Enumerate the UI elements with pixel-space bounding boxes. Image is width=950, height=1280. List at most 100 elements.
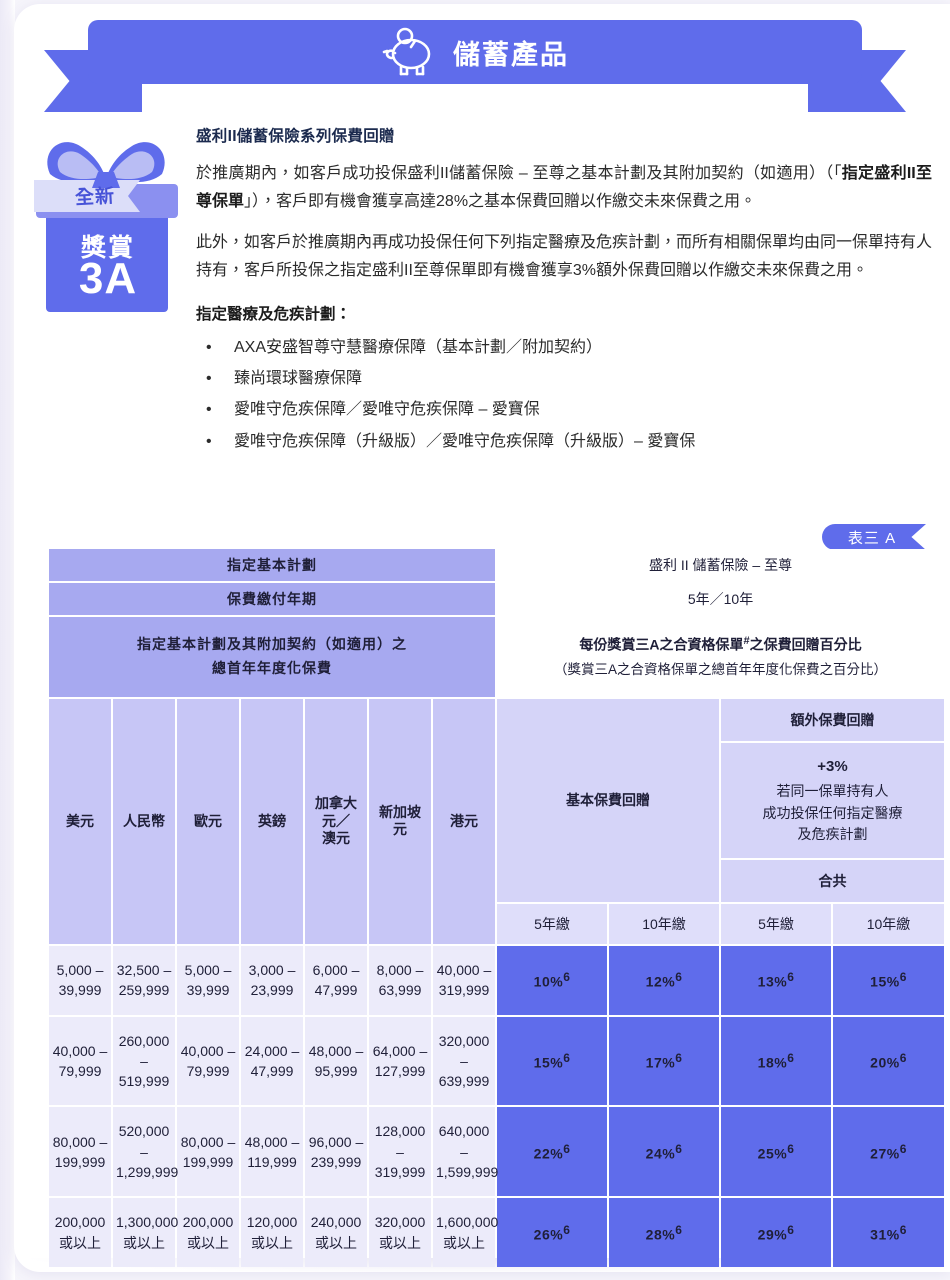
rate-cell: 12%6	[609, 945, 720, 1015]
plan-list: AXA安盛智尊守慧醫療保障（基本計劃／附加契約） 臻尚環球醫療保障 愛唯守危疾保…	[196, 332, 932, 457]
footnote-marker: 6	[675, 1051, 683, 1066]
rate-cell: 13%6	[721, 945, 832, 1015]
pay-term-basic-10y: 10年繳	[609, 903, 720, 944]
cell-premium-value-line2: （獎賞三A之合資格保單之總首年年度化保費之百分比）	[554, 662, 888, 678]
table-row-plan: 指定基本計劃 盛利 II 儲蓄保險 – 至尊	[49, 549, 945, 581]
table-row-premium: 指定基本計劃及其附加契約（如適用）之 總首年年度化保費 每份獎賞三A之合資格保單…	[49, 617, 945, 697]
gift-box-icon	[34, 142, 178, 312]
footnote-marker: 6	[675, 970, 683, 985]
amount-cell: 40,000 – 319,999	[433, 945, 496, 1015]
rate-cell: 27%6	[833, 1107, 945, 1197]
amount-cell: 80,000 – 199,999	[49, 1107, 111, 1197]
amount-cell: 40,000 – 79,999	[177, 1016, 239, 1106]
amount-cell: 32,500 – 259,999	[113, 945, 175, 1015]
pay-term-total-5y: 5年繳	[721, 903, 832, 944]
footnote-marker: 6	[787, 1051, 795, 1066]
amount-cell: 6,000 – 47,999	[305, 945, 367, 1015]
badge-reward-label: 獎賞	[80, 234, 135, 262]
amount-cell: 128,000 – 319,999	[369, 1107, 431, 1197]
footnote-marker: 6	[563, 1222, 571, 1237]
footnote-marker: 6	[899, 1142, 907, 1156]
amount-cell: 64,000 – 127,999	[369, 1016, 431, 1106]
footnote-marker: 6	[563, 1051, 571, 1066]
rate-cell: 15%6	[497, 1016, 608, 1106]
extra-note-line2: 成功投保任何指定醫療	[762, 804, 903, 821]
rate-cell: 31%6	[833, 1198, 945, 1267]
amount-cell: 520,000 – 1,299,999	[113, 1107, 178, 1197]
amount-cell: 24,000 – 47,999	[241, 1016, 303, 1106]
currency-header-eur: 歐元	[177, 698, 239, 944]
table-row: 40,000 – 79,999 260,000 – 519,999 40,000…	[49, 1016, 945, 1106]
badge-new-label: 全新	[74, 185, 116, 210]
list-item: 愛唯守危疾保障／愛唯守危疾保障 – 愛寶保	[196, 394, 932, 425]
header-total: 合共	[721, 859, 945, 902]
page-left-edge	[0, 0, 15, 1280]
amount-cell: 200,000 或以上	[177, 1198, 239, 1267]
paragraph-2: 此外，如客戶於推廣期內再成功投保任何下列指定醫療及危疾計劃，而所有相關保單均由同…	[196, 234, 933, 279]
paragraph-1-part-b: 」），客戶即有機會獲享高達28%之基本保費回贈以作繳交未來保費之用。	[244, 192, 757, 210]
rate-cell: 15%6	[833, 945, 945, 1015]
list-item: 臻尚環球醫療保障	[196, 363, 932, 394]
footnote-marker: 6	[563, 970, 571, 985]
piggy-bank-icon	[381, 27, 437, 77]
table-tag-badge: 表三 A	[822, 524, 926, 550]
amount-cell: 96,000 – 239,999	[305, 1107, 367, 1197]
cell-term-label: 保費繳付年期	[49, 583, 496, 615]
cell-extra-note: +3% 若同一保單持有人 成功投保任何指定醫療 及危疾計劃	[721, 742, 945, 858]
ribbon-bar: 儲蓄產品	[88, 20, 862, 84]
cell-term-value: 5年／10年	[497, 583, 945, 615]
amount-cell: 40,000 – 79,999	[49, 1016, 111, 1106]
footnote-marker: 6	[899, 970, 907, 985]
footnote-marker: 6	[899, 1051, 907, 1066]
pay-term-basic-5y: 5年繳	[497, 903, 608, 944]
footnote-marker: 6	[563, 1142, 571, 1156]
rate-cell: 22%6	[497, 1107, 608, 1197]
amount-cell: 240,000 或以上	[305, 1198, 367, 1267]
amount-cell: 640,000 – 1,599,999	[433, 1107, 498, 1197]
section-heading: 盛利II儲蓄保險系列保費回贈	[196, 128, 395, 145]
table-row-header-extra: 美元 人民幣 歐元 英鎊 加拿大 元／ 澳元 新加坡 元 港元 基本保費回贈 額…	[49, 698, 945, 944]
amount-cell: 1,600,000 或以上	[433, 1198, 498, 1267]
hash-footnote-marker: #	[743, 634, 750, 647]
rate-cell: 26%6	[497, 1198, 608, 1267]
amount-cell: 320,000 或以上	[369, 1198, 431, 1267]
table-row-term: 保費繳付年期 5年／10年	[49, 583, 945, 615]
ribbon-header: 儲蓄產品	[0, 6, 950, 112]
table-row: 200,000 或以上 1,300,000 或以上 200,000 或以上 12…	[49, 1198, 945, 1267]
cell-plan-label: 指定基本計劃	[49, 549, 496, 581]
reward-gift-badge: 全新 獎賞 3A	[22, 122, 192, 314]
footnote-marker: 6	[787, 1222, 795, 1237]
rate-cell: 24%6	[609, 1107, 720, 1197]
header-extra-rebate: 額外保費回贈	[721, 698, 945, 741]
currency-header-cny: 人民幣	[113, 698, 175, 944]
rate-cell: 28%6	[609, 1198, 720, 1267]
rate-cell: 25%6	[721, 1107, 832, 1197]
footnote-marker: 6	[675, 1142, 683, 1156]
currency-header-cad-aud: 加拿大 元／ 澳元	[305, 698, 367, 944]
rate-cell: 18%6	[721, 1016, 832, 1106]
extra-plus-value: +3%	[817, 757, 848, 775]
currency-header-hkd: 港元	[433, 698, 496, 944]
footnote-marker: 6	[675, 1222, 683, 1237]
list-item: AXA安盛智尊守慧醫療保障（基本計劃／附加契約）	[196, 332, 932, 363]
footnote-marker: 6	[899, 1222, 907, 1237]
amount-cell: 48,000 – 95,999	[305, 1016, 367, 1106]
footnote-marker: 6	[787, 970, 795, 985]
cell-premium-label: 指定基本計劃及其附加契約（如適用）之 總首年年度化保費	[49, 617, 496, 697]
rebate-rate-table: 指定基本計劃 盛利 II 儲蓄保險 – 至尊 保費繳付年期 5年／10年 指定基…	[47, 547, 946, 1269]
pay-term-total-10y: 10年繳	[833, 903, 945, 944]
table-row-pay-terms: 5年繳 10年繳 5年繳 10年繳	[49, 903, 945, 944]
cell-plan-value: 盛利 II 儲蓄保險 – 至尊	[497, 549, 945, 581]
paragraph-1-part-a: 於推廣期內，如客戶成功投保盛利II儲蓄保險 – 至尊之基本計劃及其附加契約（如適…	[196, 165, 842, 182]
cell-premium-value-line1-tail: 之保費回贈百分比	[749, 636, 862, 653]
paragraph-1: 於推廣期內，如客戶成功投保盛利II儲蓄保險 – 至尊之基本計劃及其附加契約（如適…	[196, 160, 932, 215]
footnote-marker: 6	[787, 1142, 795, 1156]
amount-cell: 8,000 – 63,999	[369, 945, 431, 1015]
amount-cell: 120,000 或以上	[241, 1198, 303, 1267]
amount-cell: 48,000 – 119,999	[241, 1107, 303, 1197]
rate-cell: 17%6	[609, 1016, 720, 1106]
rate-cell: 20%6	[833, 1016, 945, 1106]
badge-code-label: 3A	[78, 254, 138, 303]
extra-note-line1: 若同一保單持有人	[776, 782, 889, 799]
table-row: 80,000 – 199,999 520,000 – 1,299,999 80,…	[49, 1107, 945, 1197]
